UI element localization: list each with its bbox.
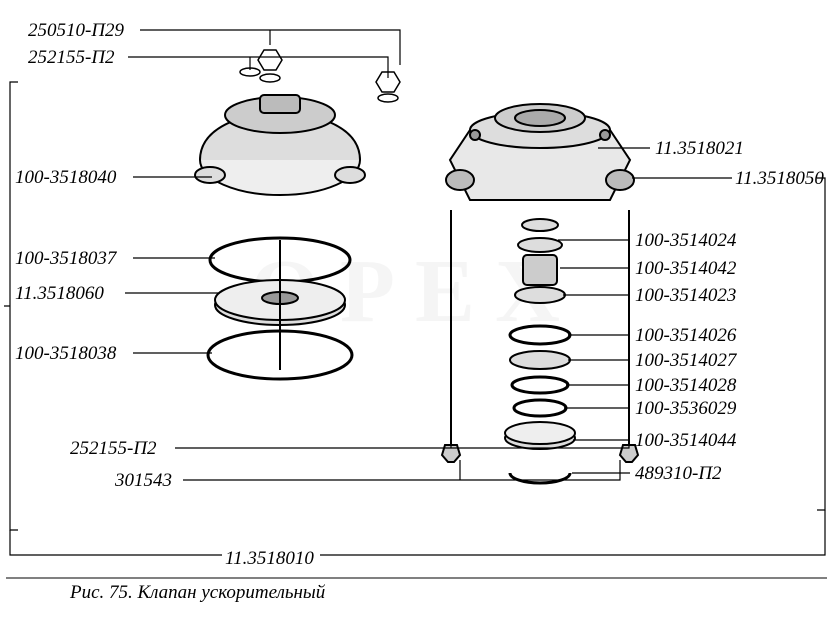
- label-252155-p2-a: 252155-П2: [28, 47, 115, 69]
- label-100-3514028: 100-3514028: [635, 375, 736, 397]
- label-100-3514027: 100-3514027: [635, 350, 736, 372]
- caption-title: Клапан ускорительный: [138, 582, 326, 603]
- label-100-3514023: 100-3514023: [635, 285, 736, 307]
- label-489310-p2: 489310-П2: [635, 463, 722, 485]
- label-100-3514024: 100-3514024: [635, 230, 736, 252]
- label-100-3514042: 100-3514042: [635, 258, 736, 280]
- leader-lines: [0, 0, 833, 620]
- label-11-3518010: 11.3518010: [225, 548, 314, 570]
- figure-caption: Рис. 75. Клапан ускорительный: [70, 582, 325, 604]
- label-100-3518037: 100-3518037: [15, 248, 116, 270]
- diagram-container: OPEX: [0, 0, 833, 620]
- label-11-3518050: 11.3518050: [735, 168, 824, 190]
- label-11-3518060: 11.3518060: [15, 283, 104, 305]
- label-100-3514026: 100-3514026: [635, 325, 736, 347]
- label-100-3536029: 100-3536029: [635, 398, 736, 420]
- label-100-3514044: 100-3514044: [635, 430, 736, 452]
- caption-prefix: Рис.: [70, 582, 104, 603]
- watermark: OPEX: [250, 240, 580, 343]
- caption-number: 75: [109, 582, 128, 603]
- label-301543: 301543: [115, 470, 172, 492]
- caption-rule: [0, 0, 833, 620]
- label-252155-p2-b: 252155-П2: [70, 438, 157, 460]
- label-250510-p29: 250510-П29: [28, 20, 124, 42]
- part-illustration: [0, 0, 833, 620]
- label-100-3518038: 100-3518038: [15, 343, 116, 365]
- label-100-3518040: 100-3518040: [15, 167, 116, 189]
- label-11-3518021: 11.3518021: [655, 138, 744, 160]
